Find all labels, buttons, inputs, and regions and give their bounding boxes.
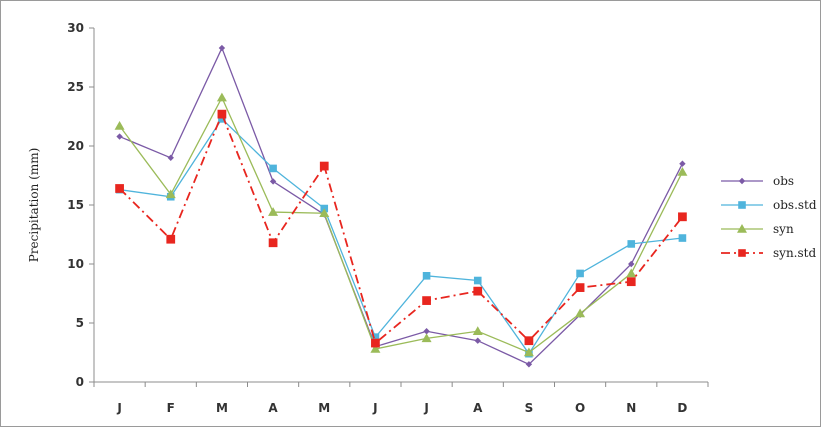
y-tick-label: 10 [67,257,84,271]
data-point [523,347,534,357]
legend: obs obs.std syn syn.std [721,174,817,260]
data-point [472,326,483,336]
data-point [115,184,124,193]
data-point [575,308,586,318]
data-point [422,296,431,305]
legend-item: syn.std [721,246,816,260]
series-layer [114,44,688,368]
series-line [119,117,683,355]
data-point [525,361,533,368]
data-point [268,238,278,248]
data-point [628,260,635,268]
data-point [268,207,279,216]
data-point [422,272,431,280]
data-point [627,240,636,248]
data-point [370,343,381,353]
data-point [269,178,277,185]
data-point [678,234,687,242]
data-point [626,268,637,278]
legend-item: obs [721,174,794,188]
x-tick-label: A [268,401,278,415]
data-point [679,160,686,167]
data-point [738,249,746,257]
data-point [678,212,687,222]
data-point [217,109,227,119]
data-point [216,92,227,102]
legend-item: obs.std [721,198,817,212]
data-point [218,44,226,52]
series-syn-std [115,109,687,348]
y-tick-label: 5 [76,316,84,330]
x-tick-label: J [423,401,428,415]
x-tick-label: J [116,401,121,415]
x-tick-label: M [318,401,330,415]
x-tick-label: S [525,401,534,415]
data-point [218,115,226,123]
data-point [319,161,329,171]
data-point [473,276,482,285]
series-line [119,96,683,354]
y-tick-label: 25 [67,80,84,94]
legend-item: syn [721,222,794,236]
data-point [626,277,636,287]
y-tick-label: 0 [76,375,84,389]
x-tick-label: F [167,401,175,415]
data-point [167,154,174,161]
data-point [738,201,746,209]
data-point [524,336,534,346]
data-point [269,164,277,173]
y-axis-label: Precipitation (mm) [27,148,41,263]
data-point [165,189,176,199]
data-point [371,338,380,348]
data-point [473,286,483,296]
data-point [737,224,747,233]
series-obs-std [115,115,687,358]
data-point [319,208,330,218]
legend-label: obs.std [773,198,817,212]
x-tick-label: J [372,401,377,415]
data-point [423,328,430,335]
legend-label: syn.std [773,246,816,260]
data-point [166,234,176,244]
y-tick-label: 30 [67,21,84,35]
x-tick-label: M [216,401,228,415]
data-point [575,283,585,292]
series-line [118,111,684,345]
legend-label: syn [773,222,794,236]
data-point [371,333,380,341]
y-tick-label: 15 [67,198,84,212]
x-tick-label: A [473,401,483,415]
legend-label: obs [773,174,794,188]
data-point [474,337,481,344]
data-point [116,133,123,140]
data-point [114,120,125,130]
data-point [677,166,688,176]
data-point [421,333,432,343]
y-tick-label: 20 [67,139,84,153]
x-tick-label: N [626,401,636,415]
data-point [738,177,746,185]
series-syn [114,92,688,357]
data-point [576,269,584,278]
series-obs [116,44,686,368]
axes: 0 5 10 15 20 25 30 J F M A M J J A S O N D [67,21,709,415]
x-tick-label: O [575,401,585,415]
x-tick-label: D [677,401,687,415]
series-line [119,46,683,366]
